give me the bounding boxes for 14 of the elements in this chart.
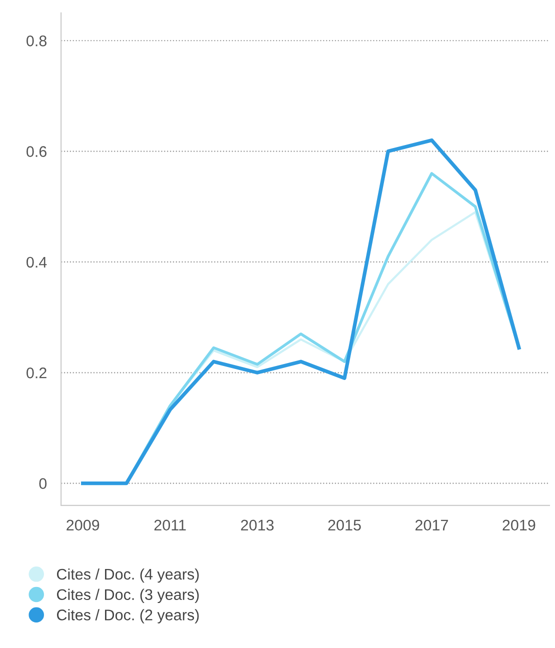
x-tick-label: 2013 [241,520,274,531]
x-tick-label: 2017 [415,520,448,531]
y-tick-label: 0.8 [26,35,46,46]
x-tick-label: 2009 [66,520,100,531]
legend-label: Cites / Doc. (3 years) [56,588,199,604]
y-tick-label: 0 [39,478,47,489]
legend-label: Cites / Doc. (4 years) [56,568,199,583]
y-tick-label: 0.2 [26,368,46,378]
y-tick-label: 0.4 [26,256,47,268]
x-tick-label: 2019 [502,520,536,531]
legend-label: Cites / Doc. (2 years) [56,609,199,624]
x-tick-label: 2015 [328,520,361,531]
y-tick-label: 0.6 [26,146,46,157]
x-tick-label: 2011 [154,520,186,531]
